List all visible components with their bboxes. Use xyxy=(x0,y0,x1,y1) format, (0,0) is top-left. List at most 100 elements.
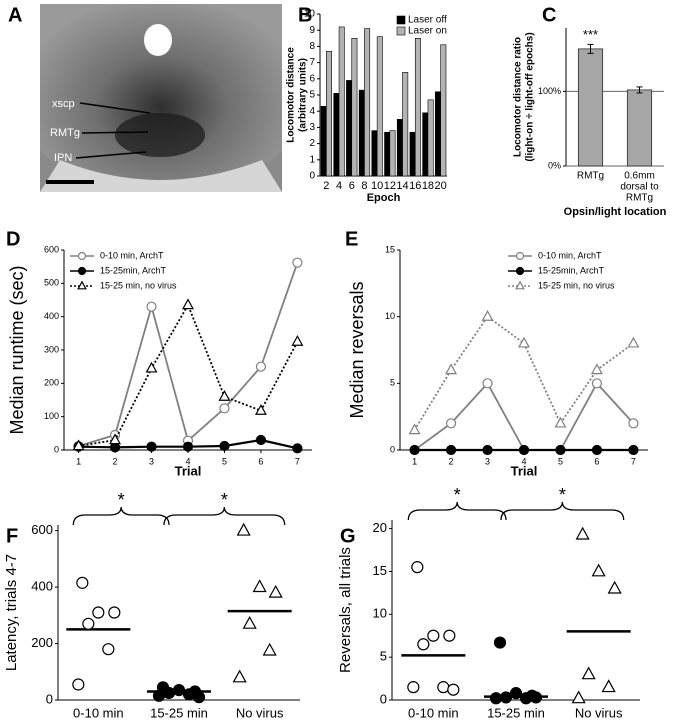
panel-letter: D xyxy=(6,228,20,250)
legend-label: 0-10 min, ArchT xyxy=(100,250,164,260)
x-tick-label: 7 xyxy=(295,456,300,466)
x-tick-label: 4 xyxy=(521,456,526,466)
marker xyxy=(591,444,603,456)
panel-letter: C xyxy=(542,4,556,26)
marker xyxy=(109,433,122,445)
y-axis-label: Median runtime (sec) xyxy=(7,265,27,434)
y-tick-label: 2 xyxy=(309,138,315,149)
marker xyxy=(291,335,304,346)
bar xyxy=(414,37,421,177)
significance-brace xyxy=(163,506,286,526)
x-tick-label: No virus xyxy=(236,705,284,720)
marker xyxy=(509,687,523,700)
legend-marker xyxy=(77,280,87,290)
y-axis-label-text: Locomotor distance xyxy=(286,47,297,143)
marker xyxy=(607,580,622,594)
bar xyxy=(320,106,327,177)
x-tick-label: 4 xyxy=(185,456,190,466)
marker xyxy=(443,629,456,642)
marker xyxy=(590,363,603,375)
marker xyxy=(146,301,157,312)
y-axis-label: Latency, trials 4-7 xyxy=(3,554,20,671)
bar xyxy=(371,130,378,177)
y-tick-label: 10 xyxy=(373,606,387,621)
bar xyxy=(326,50,332,177)
marker xyxy=(292,443,303,454)
marker xyxy=(518,444,530,456)
marker xyxy=(108,606,121,619)
y-axis-label-text: Locomotor distance ratio xyxy=(513,37,524,157)
marker xyxy=(628,418,639,429)
arrow xyxy=(75,151,147,159)
marker xyxy=(236,522,251,536)
error-bar xyxy=(587,43,594,54)
x-axis-label: Trial xyxy=(175,463,202,478)
marker xyxy=(529,691,543,704)
panel-a: A xscp RMTg IPN xyxy=(8,4,282,192)
y-tick-label: 6 xyxy=(309,73,315,84)
x-tick-label: 15-25 min xyxy=(150,705,208,720)
marker xyxy=(627,336,640,348)
marker xyxy=(518,336,530,348)
x-tick-label: 3 xyxy=(149,456,154,466)
x-tick-label: 18 xyxy=(422,180,434,192)
bar xyxy=(376,36,383,177)
x-tick-label: 6 xyxy=(349,180,355,192)
bar xyxy=(364,28,371,177)
aqueduct xyxy=(144,24,172,56)
legend-label: 15-25 min, no virus xyxy=(100,280,177,290)
marker xyxy=(242,615,257,629)
legend-label: Laser on xyxy=(408,26,447,37)
marker xyxy=(232,669,247,683)
legend-label: 15-25 min, no virus xyxy=(538,280,615,290)
error-bar xyxy=(636,86,643,94)
bar xyxy=(338,26,345,177)
marker xyxy=(192,691,206,704)
marker xyxy=(92,606,105,619)
x-tick-label: 15-25 min xyxy=(487,705,545,720)
marker xyxy=(146,441,157,452)
marker xyxy=(493,636,507,649)
y-tick-label: 0 xyxy=(390,444,395,454)
marker xyxy=(219,403,230,414)
marker xyxy=(437,681,450,694)
y-tick-label: 200 xyxy=(44,378,59,388)
y-tick-label: 5 xyxy=(380,649,387,664)
panel-letter: B xyxy=(298,4,312,26)
marker xyxy=(162,686,176,700)
marker xyxy=(82,617,95,630)
bar xyxy=(333,93,340,177)
y-tick-label: 3 xyxy=(309,122,315,133)
marker xyxy=(499,691,513,704)
tissue xyxy=(40,4,282,192)
y-tick-label: 500 xyxy=(44,278,59,288)
arrow xyxy=(81,131,149,134)
y-tick-label: 600 xyxy=(31,522,53,537)
marker xyxy=(555,444,566,456)
x-tick-label: 6 xyxy=(258,456,263,466)
bar xyxy=(577,48,604,167)
marker xyxy=(447,683,460,696)
x-tick-label: 7 xyxy=(631,456,636,466)
marker xyxy=(268,584,283,598)
scale-bar xyxy=(46,180,94,184)
marker xyxy=(445,363,458,375)
bar xyxy=(409,131,416,177)
significance-brace xyxy=(500,501,625,521)
marker xyxy=(145,361,158,373)
legend-swatch xyxy=(396,15,406,25)
legend-label: 15-25min, ArchT xyxy=(538,265,605,275)
x-tick-label: dorsal to xyxy=(620,182,659,193)
x-axis-label: Opsin/light location xyxy=(564,206,667,218)
x-tick-label: 2 xyxy=(113,456,118,466)
x-tick-label: 0.6mm xyxy=(624,171,655,182)
marker xyxy=(172,684,186,697)
y-tick-label: 20 xyxy=(373,520,387,535)
y-axis-label: Locomotor distance (arbitrary units) xyxy=(286,47,309,143)
arrow xyxy=(79,102,151,114)
y-axis-label-text: (light-on ÷ light-off epochs) xyxy=(525,32,536,161)
legend-marker xyxy=(77,266,87,276)
legend-label: 15-25min, ArchT xyxy=(100,265,167,275)
bar xyxy=(358,89,365,177)
